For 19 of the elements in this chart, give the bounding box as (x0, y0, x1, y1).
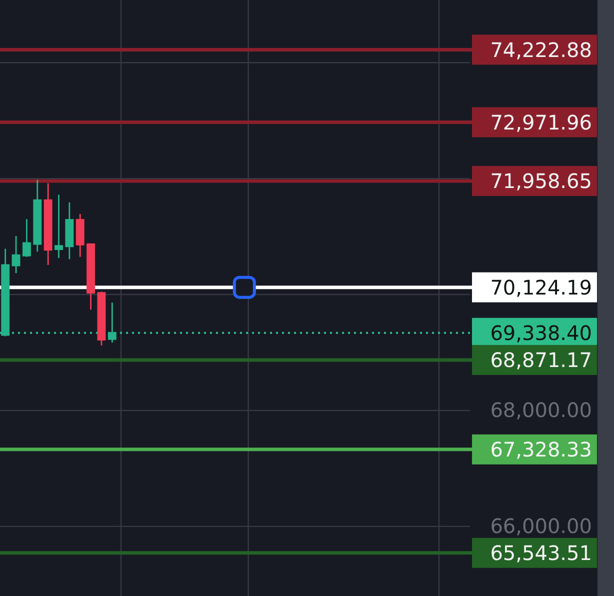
candlestick (33, 179, 42, 252)
y-tick-label: 68,000.00 (490, 398, 592, 422)
candlestick (76, 213, 84, 258)
ref-line-label: 67,328.33 (490, 438, 592, 462)
candlestick (86, 243, 96, 310)
candlestick (12, 235, 20, 274)
candlestick (65, 202, 74, 260)
ref-line-label: 70,124.19 (490, 276, 592, 300)
ref-line-label: 68,871.17 (490, 348, 592, 372)
candlestick (22, 218, 31, 258)
candlestick (108, 302, 116, 344)
ref-line-label: 69,338.40 (490, 321, 592, 346)
candlestick (54, 194, 63, 259)
ref-line-label: 71,958.65 (490, 169, 592, 194)
ref-line-label: 74,222.88 (490, 38, 592, 62)
ref-line-label: 65,543.51 (490, 541, 592, 566)
y-tick-label: 66,000.00 (490, 514, 592, 538)
ref-line-label: 72,971.96 (490, 110, 592, 134)
candlestick (44, 182, 52, 266)
